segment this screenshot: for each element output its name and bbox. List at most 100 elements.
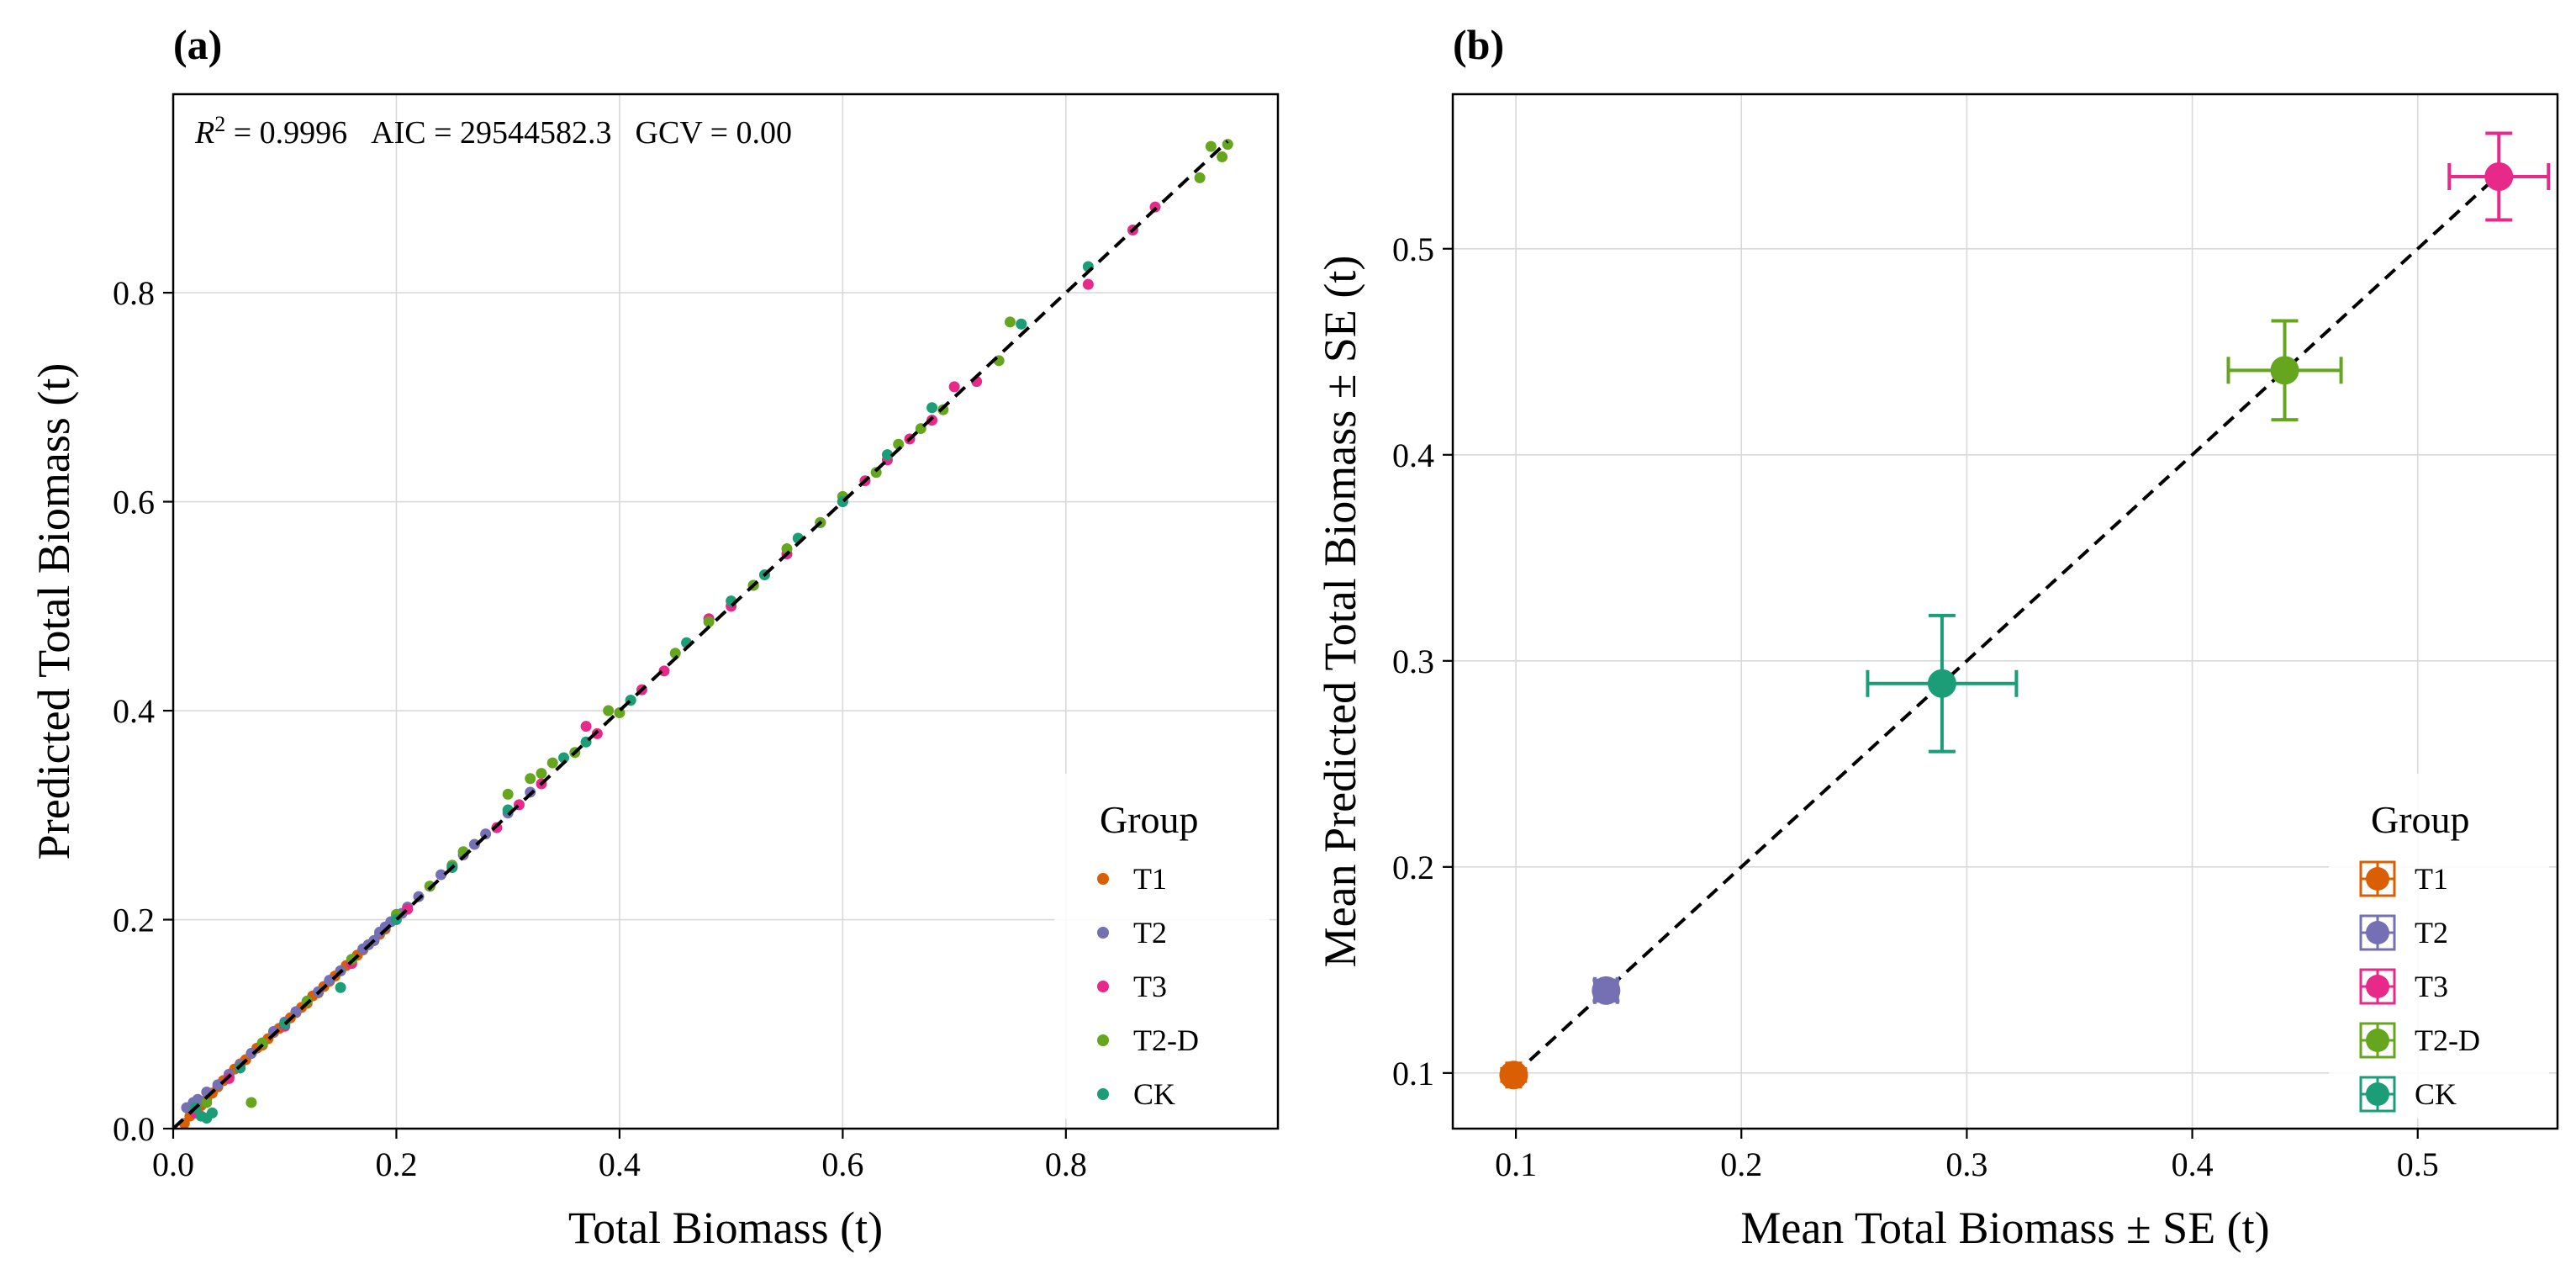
point-t3	[1082, 278, 1094, 290]
panel-b-x-tick-label: 0.5	[2397, 1145, 2439, 1183]
panel-a-legend-box	[1054, 774, 1270, 1119]
legend-marker-t2	[2366, 921, 2389, 944]
panel-b-legend: Group T1 T2 T3 T2-D CK	[2329, 774, 2549, 1119]
panel-b-x-tick-label: 0.3	[1945, 1145, 1987, 1183]
legend-marker-t2	[1097, 927, 1109, 939]
point-t2-d	[1194, 172, 1206, 183]
point-t2	[435, 869, 447, 881]
point-t2-d	[669, 648, 681, 659]
legend-label-t2-d: T2-D	[1133, 1023, 1199, 1057]
point-t2	[192, 1093, 203, 1105]
point-ck	[206, 1107, 218, 1119]
point-t2-d	[525, 773, 536, 785]
panel-a-ticks: 0.0 0.2 0.4 0.6 0.8 0.0 0.2 0.4 0.6 0.8	[113, 274, 1087, 1183]
panel-a-x-tick-label: 0.8	[1045, 1145, 1087, 1183]
aic-value: AIC = 29544582.3	[371, 115, 611, 151]
panel-b-legend-box	[2329, 774, 2549, 1119]
r2-symbol: R	[194, 115, 214, 151]
point-t2-d	[1205, 140, 1217, 152]
point-t2-d	[603, 705, 615, 717]
mean-point-group-ck	[1866, 613, 2019, 754]
panel-b-reference-line	[1512, 173, 2500, 1076]
point-t2-d	[1217, 151, 1228, 163]
legend-label-t1: T1	[2415, 862, 2448, 896]
panel-a-x-axis-label: Total Biomass (t)	[568, 1203, 883, 1253]
panel-b-y-axis-label: Mean Predicted Total Biomass ± SE (t)	[1315, 256, 1365, 968]
mean-point-group-t3	[2447, 131, 2551, 222]
point-t3	[948, 381, 960, 393]
point-t2-d	[201, 1097, 213, 1108]
legend-label-t2: T2	[2415, 916, 2448, 949]
panel-b: (b) 0.1 0.2 0.3 0.4 0.5 0.1 0.2 0.3 0.4 0.5 Mean …	[1315, 21, 2559, 1253]
mean-point-t1	[1499, 1060, 1528, 1090]
point-t2-d	[1004, 316, 1016, 328]
r2-exponent: 2	[214, 112, 225, 136]
legend-marker-t2-d	[2366, 1029, 2389, 1052]
panel-a-y-tick-label: 0.0	[113, 1110, 155, 1148]
panel-a-x-tick-label: 0.0	[152, 1145, 194, 1183]
panel-b-y-tick-label: 0.1	[1392, 1055, 1434, 1092]
mean-point-t2	[1592, 976, 1621, 1005]
legend-label-t3: T3	[1133, 970, 1167, 1003]
legend-label-ck: CK	[2415, 1077, 2457, 1111]
legend-marker-ck	[1097, 1088, 1109, 1100]
panel-a-y-axis-label: Predicted Total Biomass (t)	[29, 363, 79, 860]
legend-label-t1: T1	[1133, 862, 1167, 896]
panel-b-y-tick-label: 0.5	[1392, 230, 1434, 268]
panel-b-ticks: 0.1 0.2 0.3 0.4 0.5 0.1 0.2 0.3 0.4 0.5	[1392, 230, 2439, 1183]
point-ck	[926, 402, 938, 414]
legend-marker-t1	[1097, 873, 1109, 885]
point-t3	[580, 721, 592, 733]
mean-point-group-t1	[1499, 1060, 1528, 1090]
legend-marker-ck	[2366, 1082, 2389, 1106]
legend-marker-t1	[2366, 867, 2389, 891]
panel-a-label: (a)	[173, 21, 222, 68]
panel-b-x-tick-label: 0.2	[1720, 1145, 1762, 1183]
point-t2-d	[546, 757, 558, 769]
point-ck	[558, 752, 570, 764]
legend-label-t2-d: T2-D	[2415, 1023, 2480, 1057]
mean-point-t2-d	[2270, 356, 2299, 385]
panel-a-x-tick-label: 0.6	[821, 1145, 863, 1183]
point-t2-d	[893, 438, 905, 450]
panel-b-y-tick-label: 0.3	[1392, 643, 1434, 680]
panel-b-label: (b)	[1453, 21, 1504, 68]
r2-value: = 0.9996	[225, 115, 347, 151]
gcv-value: GCV = 0.00	[636, 115, 792, 151]
mean-point-group-t2-d	[2226, 319, 2343, 422]
panel-b-plot-frame	[1451, 93, 2559, 1130]
mean-point-group-t2	[1592, 976, 1621, 1005]
legend-label-ck: CK	[1133, 1077, 1175, 1111]
legend-marker-t3	[1097, 981, 1109, 992]
point-ck	[335, 981, 346, 993]
panel-b-x-tick-label: 0.4	[2172, 1145, 2214, 1183]
legend-marker-t3	[2366, 975, 2389, 998]
panel-b-points	[1499, 131, 2551, 1090]
point-t2-d	[703, 616, 715, 627]
panel-b-y-tick-label: 0.2	[1392, 849, 1434, 886]
legend-label-t2: T2	[1133, 916, 1167, 949]
legend-marker-t2-d	[1097, 1034, 1109, 1046]
point-ck	[881, 449, 893, 461]
panel-b-x-axis-label: Mean Total Biomass ± SE (t)	[1740, 1203, 2269, 1253]
panel-a-legend-title: Group	[1100, 798, 1199, 841]
point-t2-d	[502, 788, 514, 800]
panel-a-reference-line	[172, 140, 1229, 1130]
point-t2-d	[245, 1097, 257, 1108]
panel-b-legend-title: Group	[2371, 798, 2470, 841]
point-t2-d	[781, 542, 793, 554]
panel-a-x-tick-label: 0.2	[375, 1145, 417, 1183]
panel-a-y-tick-label: 0.8	[113, 274, 155, 312]
panel-a-legend: Group T1 T2 T3 T2-D CK	[1054, 774, 1270, 1119]
panel-a-plot-frame	[172, 93, 1280, 1130]
panel-a-y-tick-label: 0.2	[113, 902, 155, 939]
panel-a-x-tick-label: 0.4	[599, 1145, 641, 1183]
legend-label-t3: T3	[2415, 970, 2448, 1003]
mean-point-t3	[2484, 162, 2514, 192]
panel-b-y-tick-label: 0.4	[1392, 436, 1434, 474]
panel-a-stats: R2 = 0.9996 AIC = 29544582.3 GCV = 0.00	[194, 112, 792, 151]
point-t2-d	[536, 768, 547, 780]
point-t2-d	[1222, 139, 1233, 151]
point-ck	[1016, 318, 1027, 330]
